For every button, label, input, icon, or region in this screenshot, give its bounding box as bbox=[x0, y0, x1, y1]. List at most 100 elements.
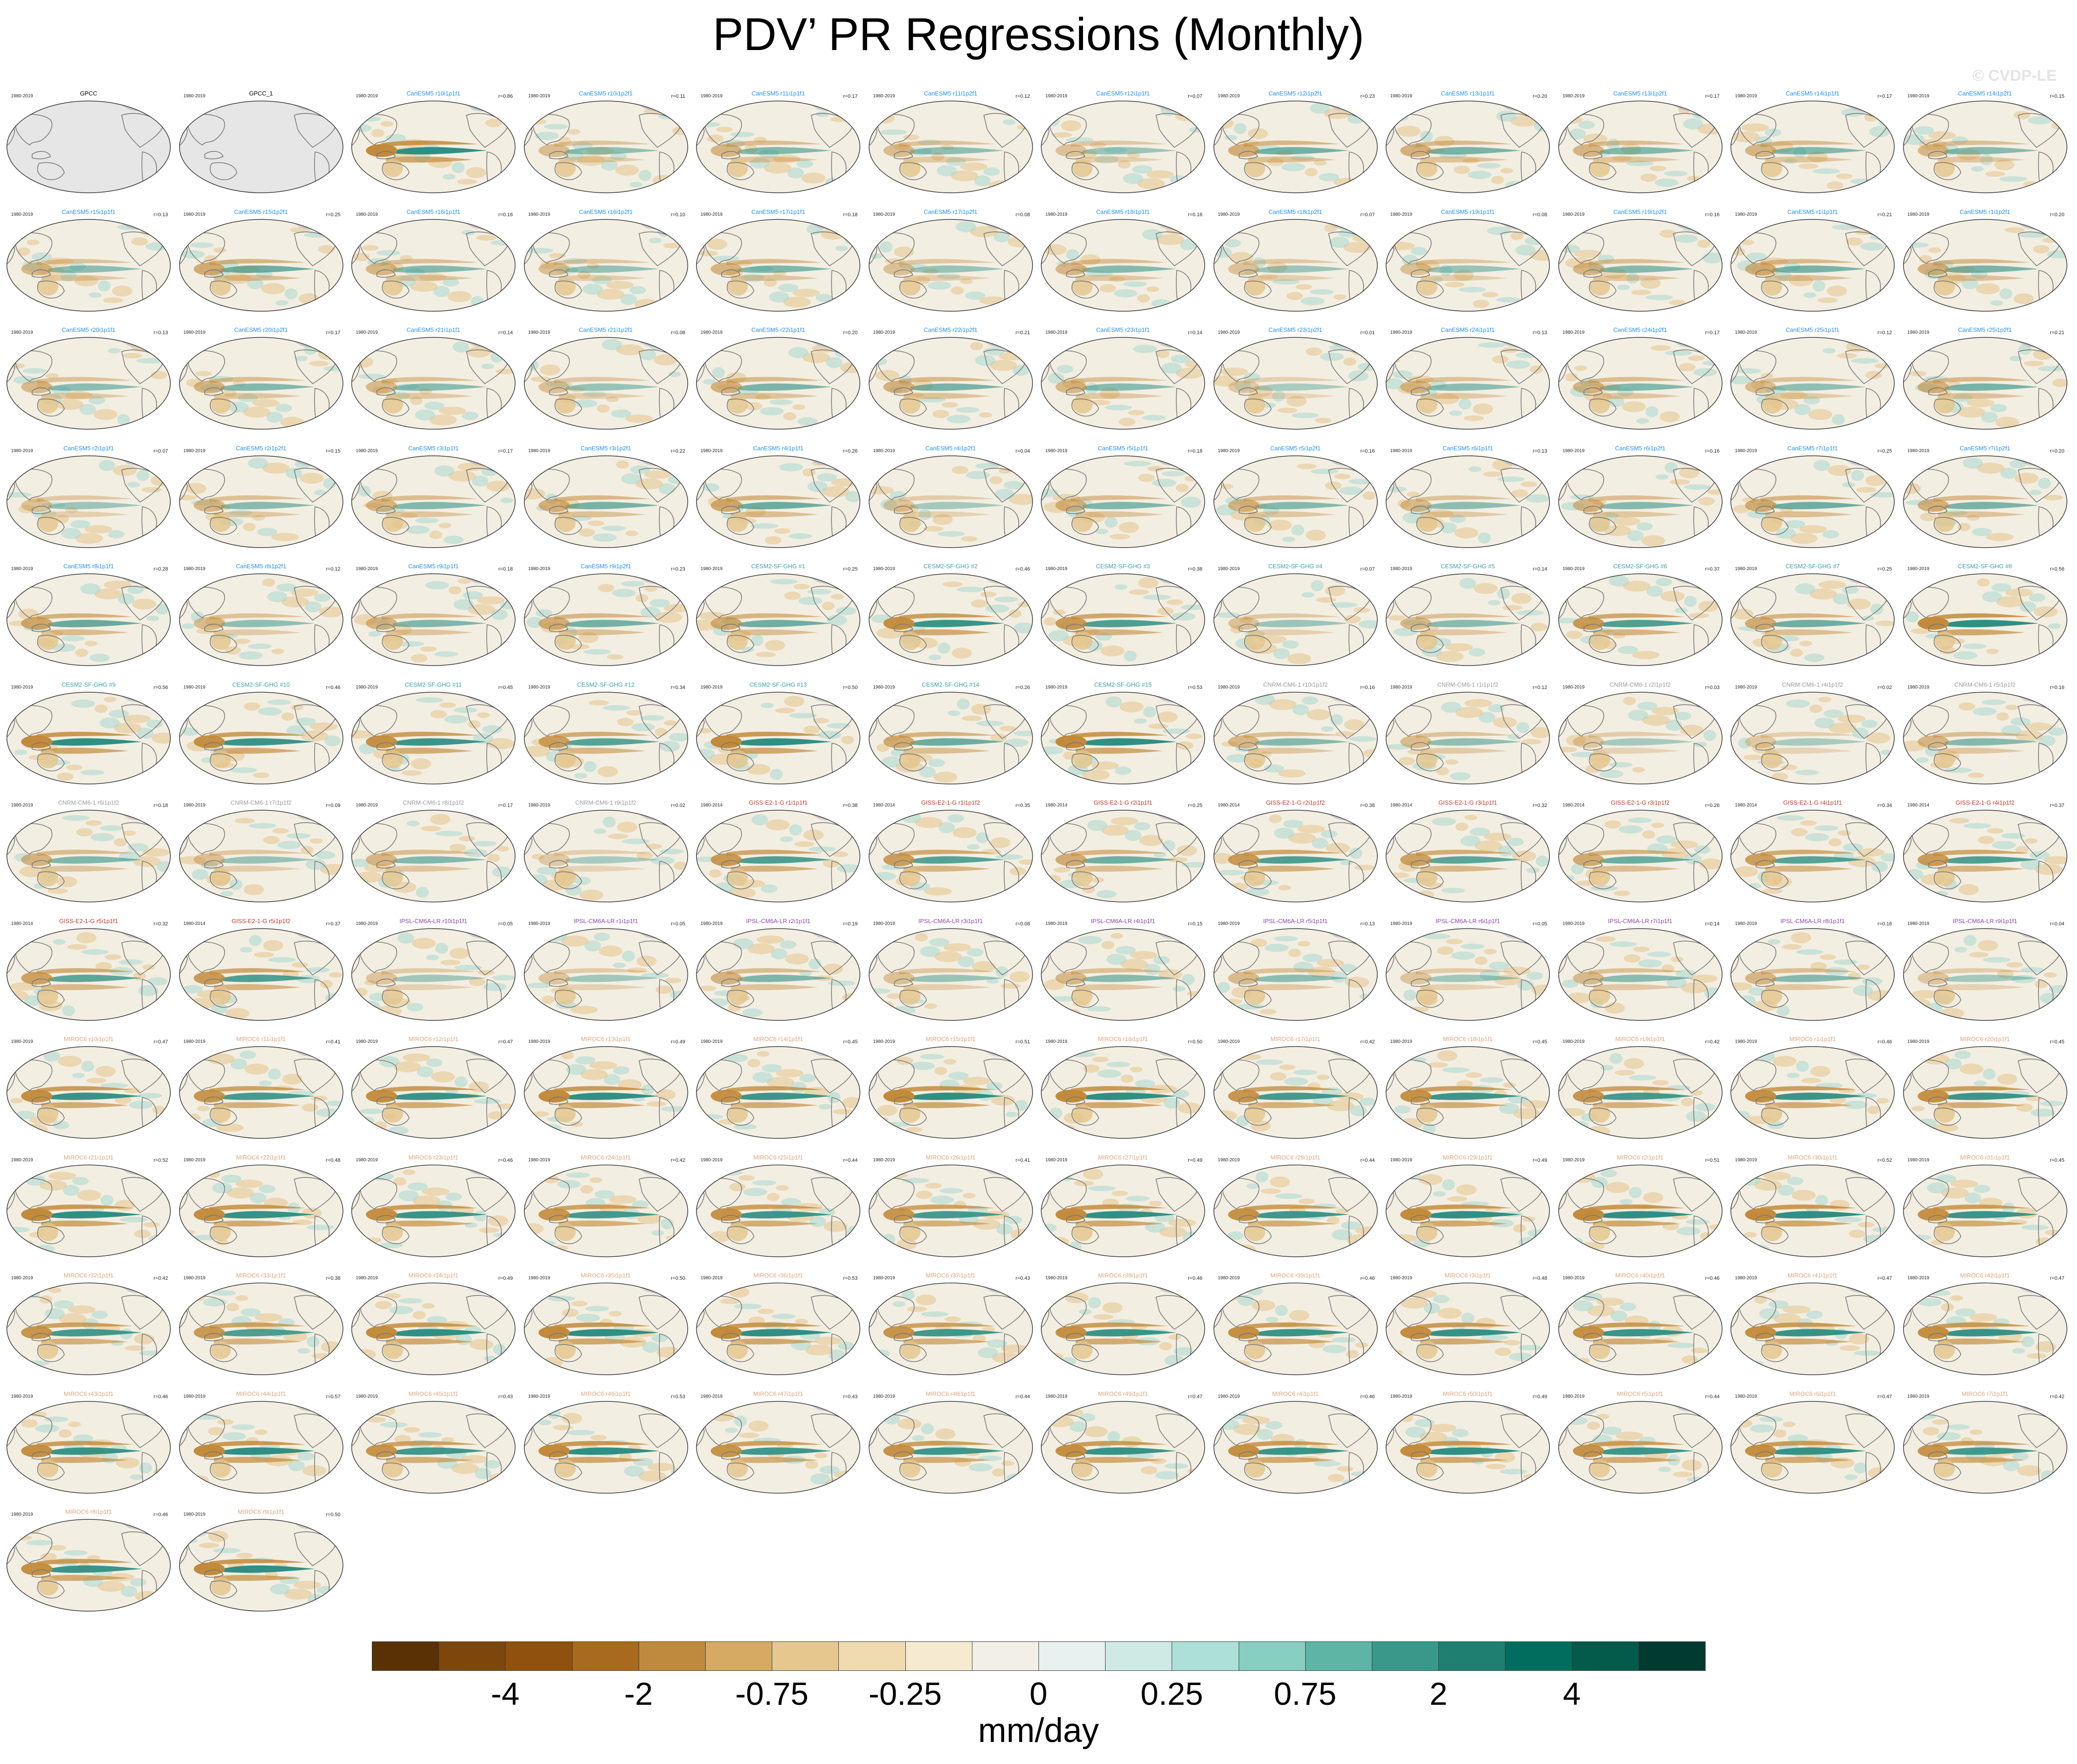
panel-period: 1980-2019 bbox=[11, 684, 33, 690]
colorbar-swatch bbox=[1505, 1641, 1572, 1671]
panel-period: 1980-2019 bbox=[1735, 94, 1757, 99]
panel-correlation: r=0.22 bbox=[671, 448, 685, 454]
panel-title: MIROC6 r9i1p1f1 bbox=[237, 1508, 285, 1515]
map-panel: MIROC6 r38i1p1f1 1980-2019 r=0.46 bbox=[1039, 1272, 1207, 1378]
panel-correlation: r=0.20 bbox=[2050, 212, 2065, 218]
map-panel: CanESM5 r21i1p2f1 1980-2019 r=0.08 bbox=[522, 326, 690, 432]
panel-period: 1980-2019 bbox=[1735, 1039, 1757, 1044]
panel-title: MIROC6 r4i1p1f1 bbox=[1272, 1390, 1319, 1397]
regression-map bbox=[1903, 1282, 2067, 1375]
panel-title: IPSL-CM6A-LR r8i1p1f1 bbox=[1780, 917, 1845, 924]
panel-correlation: r=0.45 bbox=[2050, 1039, 2065, 1045]
map-panel: MIROC6 r30i1p1f1 1980-2019 r=0.52 bbox=[1729, 1154, 1897, 1260]
panel-title: CanESM5 r18i1p1f1 bbox=[1096, 208, 1150, 215]
regression-map bbox=[1903, 218, 2067, 312]
map-panel: MIROC6 r31i1p1f1 1980-2019 r=0.45 bbox=[1901, 1154, 2069, 1260]
panel-correlation: r=0.26 bbox=[1016, 684, 1030, 690]
panel-correlation: r=0.07 bbox=[1360, 212, 1375, 218]
colorbar-swatch bbox=[1372, 1641, 1439, 1671]
map-panel: CNRM-CM6-1 r8i1p1f2 1980-2019 r=0.17 bbox=[349, 799, 517, 905]
regression-map bbox=[868, 691, 1033, 784]
regression-map bbox=[523, 1400, 688, 1494]
panel-period: 1980-2019 bbox=[701, 684, 723, 690]
regression-map bbox=[6, 101, 171, 193]
map-panel: CESM2-SF-GHG #13 1980-2019 r=0.50 bbox=[694, 681, 862, 787]
map-panel: IPSL-CM6A-LR r5i1p1f1 1980-2019 r=0.13 bbox=[1212, 918, 1380, 1023]
regression-map bbox=[351, 691, 516, 784]
panel-title: MIROC6 r48i1p1f1 bbox=[926, 1390, 976, 1397]
panel-period: 1980-2019 bbox=[873, 212, 895, 217]
panel-correlation: r=0.26 bbox=[1705, 803, 1720, 808]
regression-map bbox=[6, 1282, 171, 1375]
panel-title: IPSL-CM6A-LR r6i1p1f1 bbox=[1435, 917, 1500, 924]
regression-map bbox=[1041, 218, 1205, 312]
panel-title: GISS-E2-1-G r5i1p1f2 bbox=[231, 917, 291, 924]
panel-period: 1980-2019 bbox=[1390, 1276, 1412, 1281]
panel-title: MIROC6 r23i1p1f1 bbox=[408, 1154, 459, 1161]
panel-correlation: r=0.08 bbox=[1016, 921, 1030, 927]
colorbar-tick-label: 4 bbox=[1563, 1676, 1581, 1712]
regression-map bbox=[1386, 573, 1550, 666]
panel-correlation: r=0.04 bbox=[2050, 921, 2065, 927]
panel-title: CanESM5 r22i1p1f1 bbox=[751, 326, 805, 333]
panel-title: CNRM-CM6-1 r5i1p1f2 bbox=[1954, 681, 2015, 688]
regression-map bbox=[1730, 1400, 1895, 1494]
regression-map bbox=[696, 928, 860, 1021]
regression-map bbox=[1903, 810, 2067, 902]
regression-map bbox=[696, 1400, 860, 1494]
panel-period: 1980-2019 bbox=[1390, 921, 1412, 926]
panel-period: 1980-2019 bbox=[1735, 1394, 1757, 1399]
regression-map bbox=[523, 573, 688, 666]
regression-map bbox=[179, 1400, 343, 1494]
panel-period: 1980-2019 bbox=[1045, 684, 1067, 690]
regression-map bbox=[868, 337, 1033, 430]
panel-correlation: r=0.49 bbox=[671, 1039, 685, 1045]
map-panel: CESM2-SF-GHG #6 1980-2019 r=0.37 bbox=[1556, 563, 1724, 668]
regression-map bbox=[1903, 101, 2067, 193]
regression-map bbox=[696, 337, 860, 430]
map-panel: MIROC6 r25i1p1f1 1980-2019 r=0.44 bbox=[694, 1154, 862, 1260]
panel-period: 1980-2019 bbox=[1562, 684, 1585, 690]
panel-title: MIROC6 r50i1p1f1 bbox=[1443, 1390, 1493, 1397]
map-panel: GISS-E2-1-G r2i1p1f2 1980-2014 r=0.38 bbox=[1212, 799, 1380, 905]
colorbar-swatch bbox=[1305, 1641, 1372, 1671]
map-panel: MIROC6 r32i1p1f1 1980-2019 r=0.42 bbox=[5, 1272, 173, 1378]
panel-correlation: r=0.17 bbox=[326, 330, 341, 336]
regression-map bbox=[523, 101, 688, 193]
panel-period: 1980-2019 bbox=[528, 921, 550, 926]
map-panel: CanESM5 r9i1p2f1 1980-2019 r=0.23 bbox=[522, 563, 690, 668]
regression-map bbox=[1213, 810, 1378, 902]
panel-title: MIROC6 r33i1p1f1 bbox=[236, 1272, 286, 1279]
regression-map bbox=[696, 1282, 860, 1375]
panel-correlation: r=0.05 bbox=[1532, 921, 1548, 927]
panel-period: 1980-2019 bbox=[356, 94, 378, 99]
colorbar bbox=[372, 1641, 1706, 1672]
panel-title: CanESM5 r15i1p1f1 bbox=[62, 208, 116, 215]
colorbar-label: mm/day bbox=[978, 1711, 1099, 1749]
panel-period: 1980-2019 bbox=[1390, 330, 1412, 335]
panel-title: CanESM5 r14i1p1f1 bbox=[1785, 90, 1840, 97]
panel-title: CanESM5 r2i1p2f1 bbox=[236, 444, 286, 452]
panel-title: GISS-E2-1-G r2i1p1f2 bbox=[1266, 799, 1325, 806]
panel-correlation: r=0.16 bbox=[1360, 684, 1375, 690]
regression-map bbox=[1903, 337, 2067, 430]
regression-map bbox=[1041, 810, 1205, 902]
regression-map bbox=[1558, 101, 1723, 193]
panel-period: 1980-2019 bbox=[1218, 1157, 1240, 1163]
regression-map bbox=[1386, 1046, 1550, 1139]
panel-title: MIROC6 r18i1p1f1 bbox=[1443, 1036, 1493, 1042]
panel-period: 1980-2014 bbox=[701, 803, 723, 808]
regression-map bbox=[1558, 928, 1723, 1021]
regression-map bbox=[351, 101, 516, 193]
regression-map bbox=[868, 573, 1033, 666]
watermark: © CVDP-LE bbox=[1972, 67, 2057, 84]
regression-map bbox=[179, 218, 343, 312]
panel-title: CESM2-SF-GHG #10 bbox=[232, 681, 290, 688]
colorbar-swatch bbox=[1172, 1641, 1239, 1671]
map-panel: CanESM5 r3i1p1f1 1980-2019 r=0.17 bbox=[349, 445, 517, 550]
panel-correlation: r=0.13 bbox=[1532, 330, 1548, 336]
panel-period: 1980-2019 bbox=[1735, 330, 1757, 335]
panel-correlation: r=0.14 bbox=[1705, 921, 1720, 927]
panel-title: MIROC6 r46i1p1f1 bbox=[581, 1390, 631, 1397]
panel-correlation: r=0.20 bbox=[2050, 448, 2065, 454]
